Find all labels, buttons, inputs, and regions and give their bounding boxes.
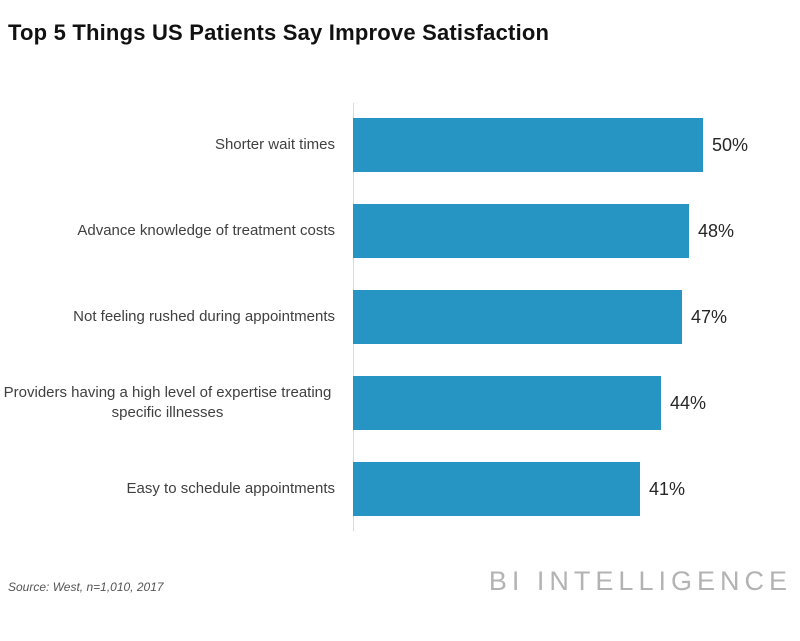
value-label: 41% [649,478,686,499]
category-label-text: Providers having a high level of experti… [3,383,332,421]
bar [353,118,703,172]
bi-intelligence-logo: BI INTELLIGENCE [488,566,792,596]
bar-track: 50% [353,118,800,172]
category-label-text: Not feeling rushed during appointments [73,307,335,325]
bar-row: Shorter wait times 50% [0,118,800,172]
category-label: Not feeling rushed during appointments [0,290,353,344]
value-label: 48% [698,220,735,241]
category-label-text: Shorter wait times [214,135,335,153]
category-label: Easy to schedule appointments [0,462,353,516]
value-label: 50% [712,134,749,155]
bar [353,462,640,516]
bar-row: Not feeling rushed during appointments 47… [0,290,800,344]
bar-rows: Shorter wait times 50% Advance knowledge o… [0,103,800,516]
bar-track: 41% [353,462,800,516]
category-label-text: Easy to schedule appointments [126,479,335,497]
category-label-text: Advance knowledge of treatment costs [77,221,335,239]
chart-title: Top 5 Things US Patients Say Improve Sat… [8,20,550,45]
bar-track: 44% [353,376,800,430]
bar-track: 48% [353,204,800,258]
bar-row: Providers having a high level of experti… [0,376,800,430]
bar [353,376,661,430]
bar [353,290,682,344]
bar [353,204,689,258]
value-label: 44% [670,392,707,413]
category-label: Providers having a high level of experti… [0,376,353,430]
category-label: Shorter wait times [0,118,353,172]
bar-chart-plot-area: Shorter wait times 50% Advance knowledge o… [0,103,800,531]
bar-track: 47% [353,290,800,344]
category-label: Advance knowledge of treatment costs [0,204,353,258]
value-label: 47% [691,306,728,327]
bar-row: Advance knowledge of treatment costs 48% [0,204,800,258]
bar-row: Easy to schedule appointments 41% [0,462,800,516]
source-note: Source: West, n=1,010, 2017 [8,580,164,594]
